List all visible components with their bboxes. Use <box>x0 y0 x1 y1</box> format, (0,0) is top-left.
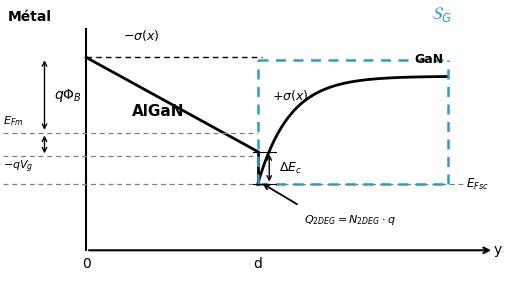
Text: $-\sigma(x)$: $-\sigma(x)$ <box>123 28 160 43</box>
Text: 0: 0 <box>82 257 91 271</box>
Text: AlGaN: AlGaN <box>132 104 184 119</box>
Text: $-qV_g$: $-qV_g$ <box>3 158 33 175</box>
Text: $\mathcal{S}_G$: $\mathcal{S}_G$ <box>431 5 452 25</box>
Text: $E_{Fm}$: $E_{Fm}$ <box>3 114 23 128</box>
Text: $Q_{2DEG}=N_{2DEG}\cdot q$: $Q_{2DEG}=N_{2DEG}\cdot q$ <box>304 213 395 227</box>
Text: $E_{Fsc}$: $E_{Fsc}$ <box>466 177 489 192</box>
Text: d: d <box>253 257 262 271</box>
Text: GaN: GaN <box>414 53 443 66</box>
Text: y: y <box>494 243 502 257</box>
Text: $+\sigma(x)$: $+\sigma(x)$ <box>272 88 308 103</box>
Text: $\Delta E_c$: $\Delta E_c$ <box>278 160 302 176</box>
Text: $q\Phi_B$: $q\Phi_B$ <box>54 87 82 104</box>
Text: Métal: Métal <box>8 11 51 25</box>
